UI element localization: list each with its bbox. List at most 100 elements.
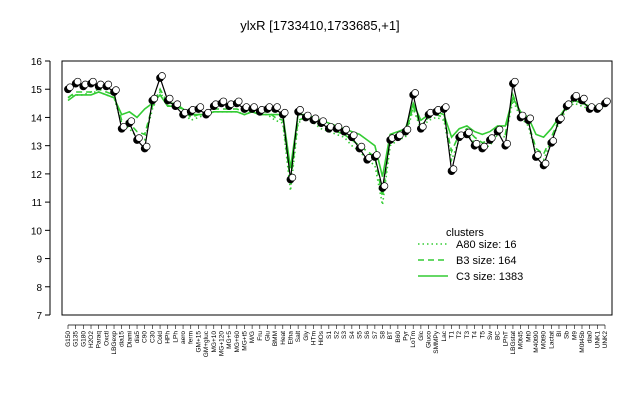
x-tick-label: M0t90	[541, 331, 548, 349]
x-tick-label: dia15	[119, 331, 126, 347]
legend-label: C3 size: 1383	[456, 271, 523, 283]
x-tick-label: MG+5	[226, 331, 233, 349]
data-point-open	[511, 77, 519, 86]
data-point-open	[380, 182, 389, 190]
x-tick-label: LBGexp	[111, 331, 118, 355]
x-tick-label: Glu	[264, 331, 271, 342]
legend-label: A80 size: 16	[456, 239, 517, 251]
data-point-open	[526, 114, 535, 123]
x-tick-label: LPhT	[502, 331, 509, 347]
data-point-open	[488, 134, 496, 142]
data-point-open	[150, 94, 159, 103]
data-point-open	[158, 72, 166, 80]
x-tick-label: Fru	[257, 331, 264, 341]
y-tick-label: 14	[31, 113, 43, 124]
x-tick-label: S2	[334, 331, 341, 339]
x-tick-label: M0t45b	[579, 331, 586, 353]
data-point-open	[603, 97, 611, 106]
x-tick-label: dia0	[587, 331, 594, 344]
x-tick-label: Bl	[556, 330, 563, 336]
x-tick-label: Gluco	[426, 331, 433, 348]
x-tick-label: BC	[495, 331, 502, 340]
data-point-open	[319, 117, 327, 125]
data-point-open	[472, 139, 481, 148]
x-tick-label: Salt	[295, 331, 302, 342]
x-tick-label: ferm	[188, 331, 195, 344]
x-tick-label: Sb	[564, 331, 571, 339]
series-line-2	[67, 91, 606, 177]
y-axis: 7 8 9 10 11 12 13 14 15 16	[31, 57, 51, 322]
x-tick-label: Lactat	[548, 331, 555, 349]
x-tick-label: S1	[326, 331, 333, 339]
data-point-open	[135, 134, 143, 142]
y-tick-label: 10	[31, 226, 43, 237]
x-tick-label: Heat	[280, 331, 287, 345]
data-point-open	[541, 159, 550, 168]
x-tick-label: C90	[142, 331, 149, 343]
x-tick-label: S3	[341, 331, 348, 339]
y-tick-label: 16	[31, 57, 43, 68]
data-point-open	[296, 106, 304, 114]
data-point-open	[549, 137, 558, 145]
legend-title: clusters	[446, 227, 484, 239]
data-point-open	[342, 125, 350, 134]
data-point-open	[373, 151, 381, 159]
data-point-open	[250, 103, 258, 111]
x-tick-label: UNK1	[594, 331, 601, 349]
data-point-open	[273, 103, 281, 111]
y-tick-label: 13	[31, 142, 43, 153]
data-point-open	[235, 97, 243, 106]
x-tick-label: Gly	[303, 330, 310, 341]
data-point-open	[142, 142, 151, 151]
x-tick-label: LBGstat	[510, 331, 517, 355]
data-point-open	[449, 165, 458, 173]
x-tick-label: MG+10	[211, 331, 218, 353]
data-point-open	[288, 173, 297, 182]
data-point-open	[165, 94, 174, 103]
x-tick-label: S4	[349, 331, 356, 339]
data-point-open	[281, 108, 289, 117]
data-point-open	[204, 108, 212, 117]
data-point-open	[119, 122, 128, 131]
y-tick-label: 7	[36, 311, 42, 322]
data-point-open	[572, 91, 581, 100]
x-tick-label: MG+t5	[241, 331, 248, 351]
x-tick-label: LoTm	[410, 331, 417, 348]
x-tick-label: C30	[149, 331, 156, 343]
data-point-open	[304, 111, 312, 120]
x-tick-label: G150	[65, 331, 72, 347]
data-point-open	[196, 103, 205, 111]
data-point-open	[350, 131, 358, 139]
x-tick-label: M9	[571, 331, 578, 340]
x-tick-label: GM+gluc	[203, 330, 210, 357]
plot-frame	[61, 60, 613, 316]
x-tick-label: BMM	[272, 331, 279, 346]
y-tick-label: 11	[32, 198, 43, 209]
data-point-open	[419, 122, 427, 131]
data-point-open	[66, 83, 74, 91]
data-point-open	[580, 94, 588, 103]
x-tick-label: MG+120	[218, 331, 225, 356]
chart-title: ylxR [1733410,1733685,+1]	[240, 18, 399, 33]
data-point-open	[89, 77, 97, 86]
data-point-open	[534, 151, 542, 159]
x-tick-label: Paraq	[96, 331, 103, 349]
x-tick-label: T1	[449, 331, 456, 339]
data-point-open	[396, 131, 404, 139]
x-tick-label: Glc	[418, 330, 425, 341]
x-tick-label: S8	[380, 331, 387, 339]
x-tick-label: Oxctl	[103, 330, 110, 345]
data-point-open	[480, 142, 489, 151]
data-point-open	[112, 86, 120, 94]
x-tick-label: Etha	[287, 331, 294, 345]
x-tick-label: HPh	[165, 331, 172, 344]
data-point-open	[503, 139, 512, 148]
x-tick-label: Diami	[126, 331, 133, 348]
data-point-open	[564, 100, 573, 108]
data-point-open	[104, 80, 113, 89]
x-tick-label: B60	[395, 331, 402, 343]
x-tick-label: G135	[73, 331, 80, 347]
x-tick-label: T3	[464, 331, 471, 339]
data-point-open	[442, 103, 450, 111]
